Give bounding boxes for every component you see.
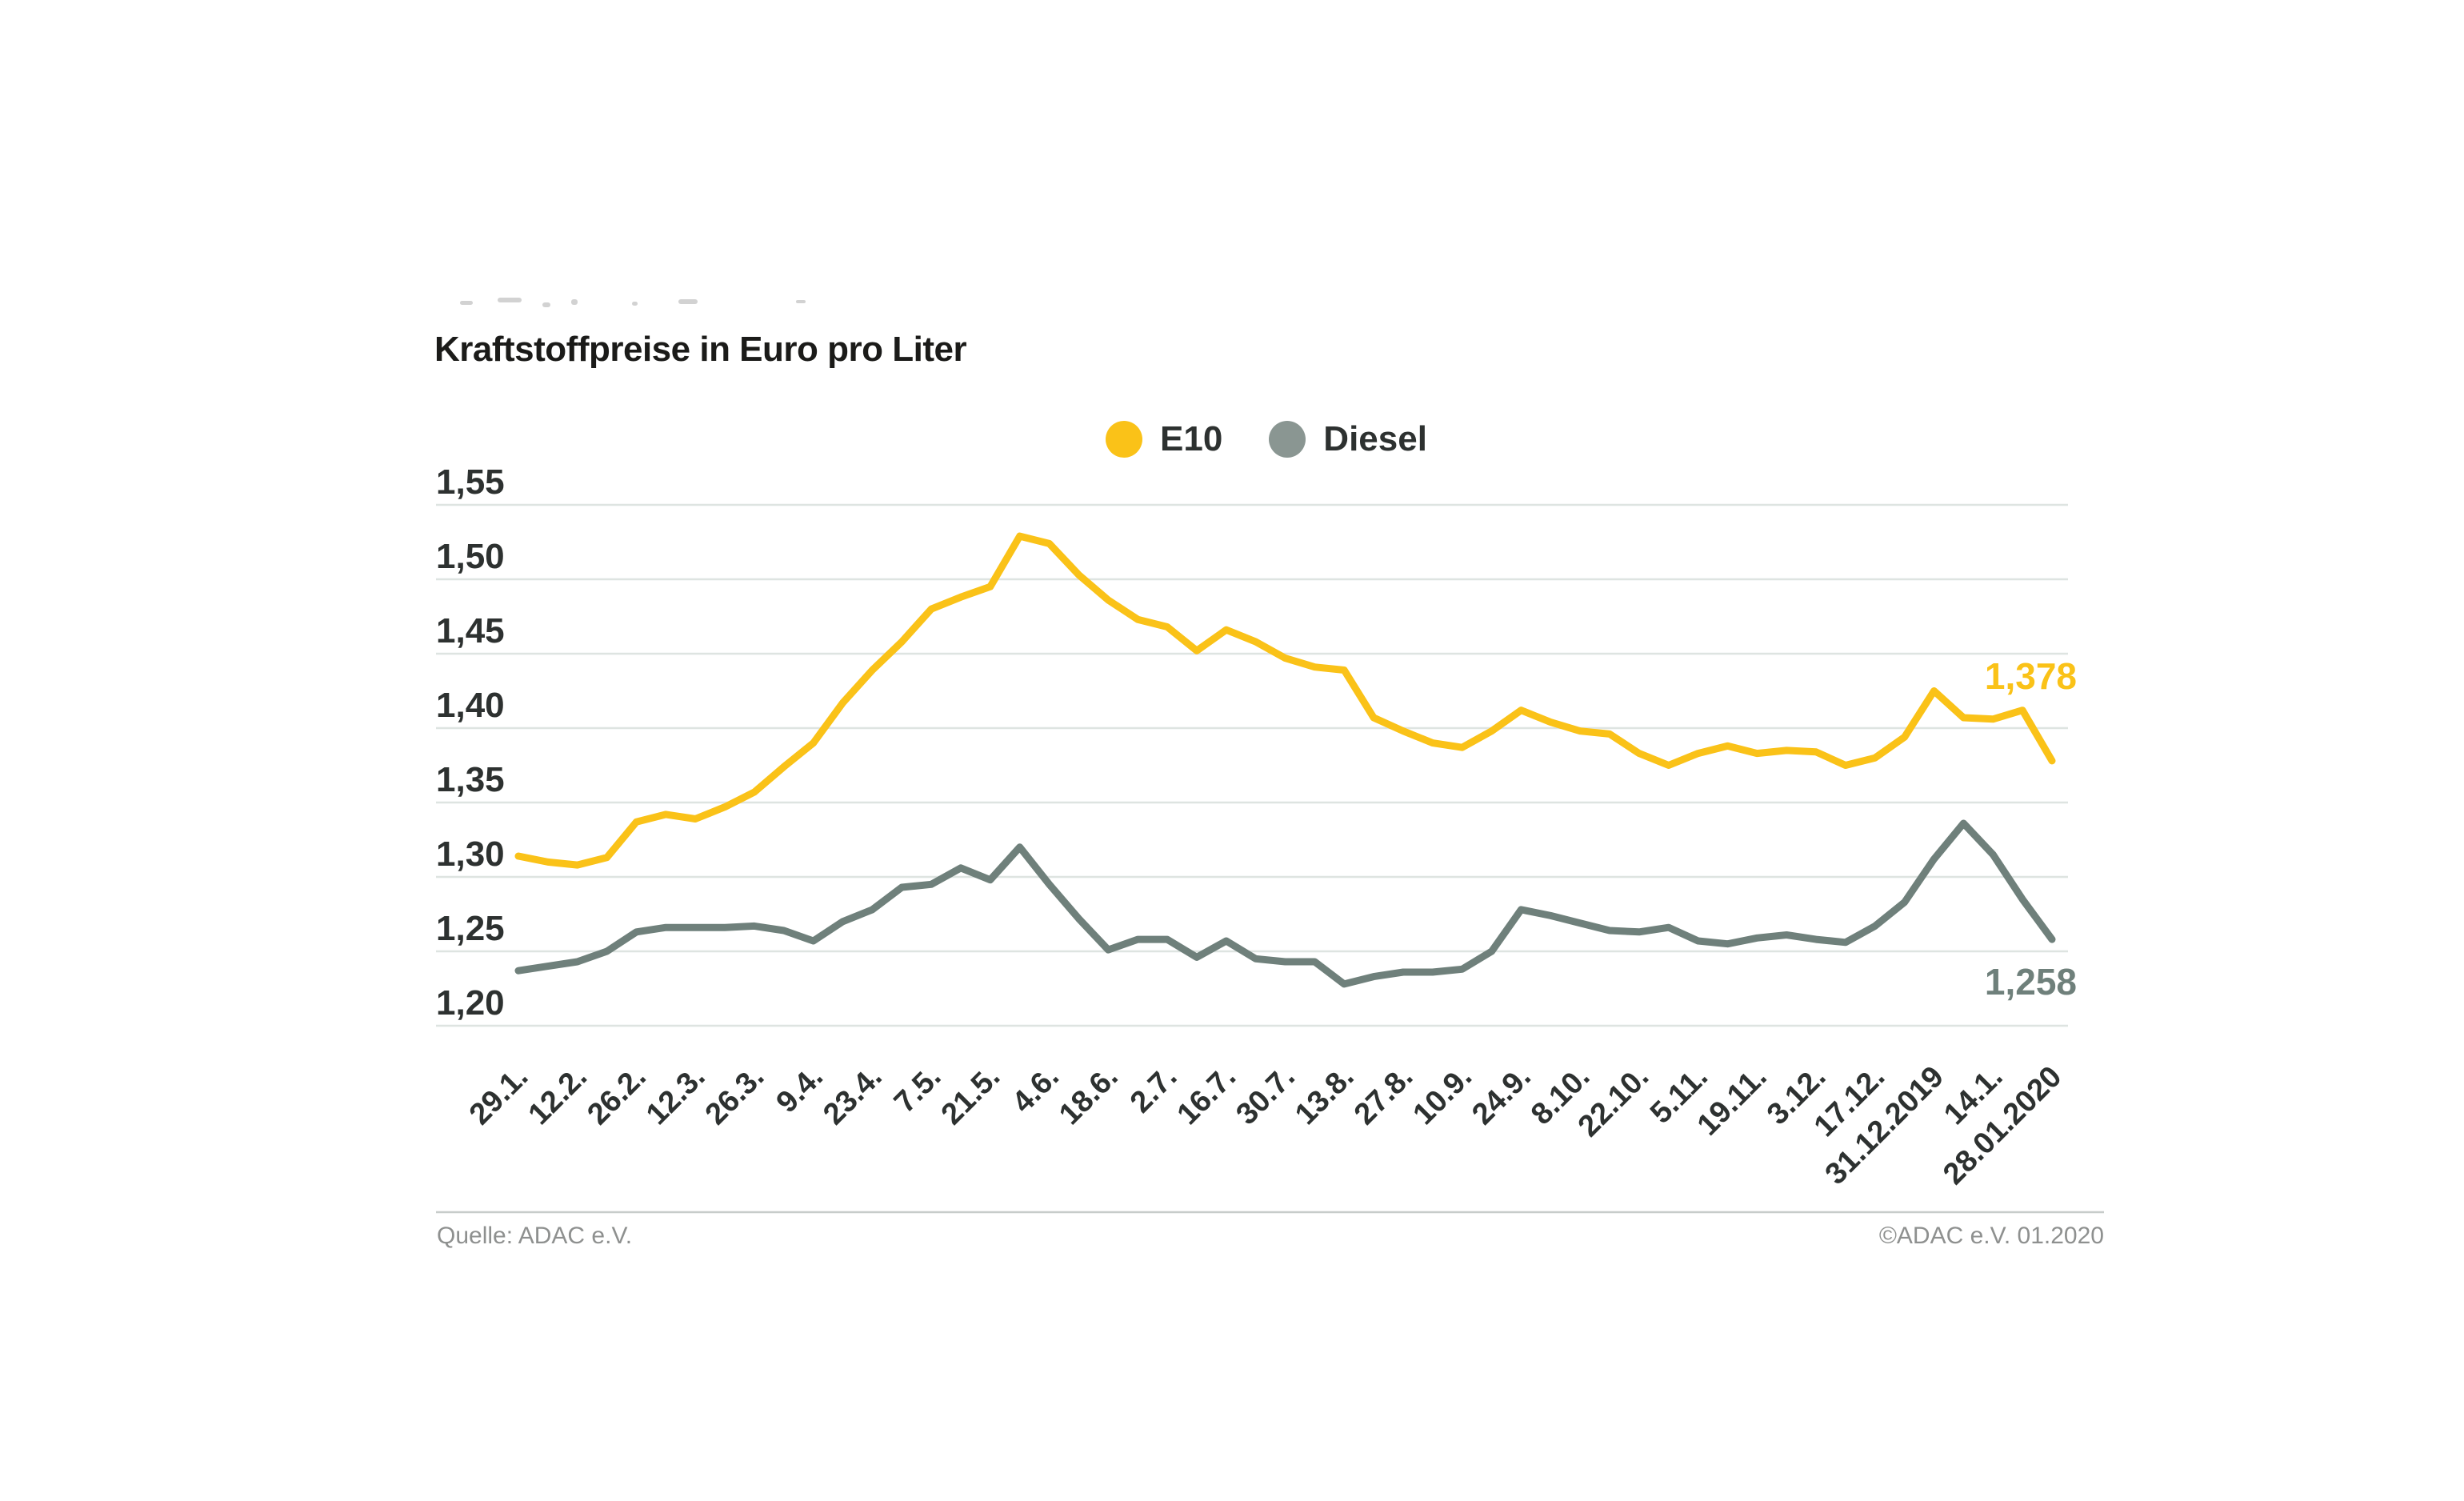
diesel-legend-dot-icon: [1269, 421, 1306, 458]
e10-legend-dot-icon: [1106, 421, 1142, 458]
x-tick-label: 21.5.: [935, 1060, 1006, 1131]
x-tick-label: 30.7.: [1230, 1060, 1301, 1131]
cropped-text-artifact: [498, 298, 522, 302]
x-tick-label: 18.6.: [1053, 1060, 1124, 1131]
cropped-text-artifact: [542, 302, 550, 307]
x-tick-label: 13.8.: [1289, 1060, 1360, 1131]
legend-item-e10: E10: [1106, 419, 1222, 459]
legend-item-diesel: Diesel: [1269, 419, 1427, 459]
x-tick-label: 29.1.: [463, 1060, 534, 1131]
x-tick-label: 27.8.: [1348, 1060, 1419, 1131]
copyright-note: ©ADAC e.V. 01.2020: [1878, 1223, 2104, 1249]
x-tick-label: 24.9.: [1466, 1060, 1537, 1131]
y-tick-label: 1,50: [436, 537, 505, 576]
x-tick-label: 19.11.: [1691, 1060, 1774, 1143]
cropped-text-artifact: [632, 302, 638, 306]
x-tick-label: 26.3.: [699, 1060, 770, 1131]
end-value-label-diesel: 1,258: [1985, 961, 2077, 1003]
cropped-text-artifact: [571, 299, 578, 305]
cropped-text-artifact: [796, 300, 806, 303]
end-value-label-e10: 1,378: [1985, 655, 2077, 697]
series-line-e10: [514, 532, 2056, 869]
legend-label-diesel: Diesel: [1323, 419, 1427, 458]
x-tick-label: 16.7.: [1171, 1060, 1242, 1131]
x-tick-label: 12.2.: [522, 1060, 594, 1131]
y-tick-label: 1,55: [436, 462, 505, 502]
x-tick-label: 23.4.: [817, 1060, 888, 1131]
y-tick-label: 1,25: [436, 909, 505, 948]
chart-title: Kraftstoffpreise in Euro pro Liter: [434, 330, 967, 369]
y-tick-label: 1,35: [436, 760, 505, 799]
y-tick-label: 1,40: [436, 686, 505, 725]
x-tick-label: 10.9.: [1407, 1060, 1478, 1131]
source-note: Quelle: ADAC e.V.: [437, 1223, 633, 1249]
y-tick-label: 1,30: [436, 835, 505, 874]
cropped-text-artifact: [460, 301, 473, 305]
series-line-diesel: [514, 819, 2056, 988]
legend-label-e10: E10: [1160, 419, 1223, 458]
x-tick-label: 26.2.: [581, 1060, 652, 1131]
x-tick-label: 12.3.: [640, 1060, 711, 1131]
y-tick-label: 1,20: [436, 983, 505, 1023]
legend: E10 Diesel: [1106, 417, 1427, 462]
y-tick-label: 1,45: [436, 611, 505, 650]
cropped-text-artifact: [678, 299, 698, 304]
